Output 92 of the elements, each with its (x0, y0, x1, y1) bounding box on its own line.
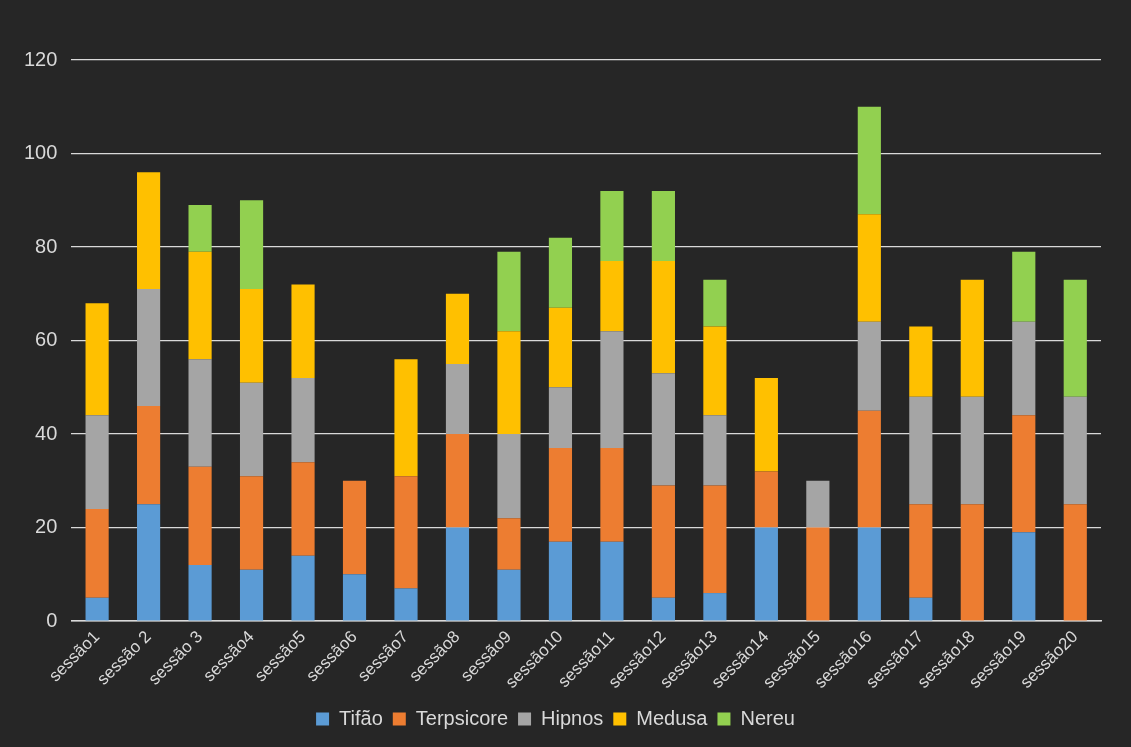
bar (600, 448, 624, 542)
bar (137, 172, 161, 290)
bar (1063, 504, 1087, 621)
bar (239, 569, 264, 621)
bar (857, 106, 881, 215)
y-tick-label: 100 (23, 141, 58, 164)
bar (600, 541, 624, 621)
bar (600, 190, 624, 262)
bar (703, 593, 727, 621)
bar (1012, 321, 1036, 416)
bar (497, 569, 521, 621)
bar (548, 237, 573, 308)
bar (445, 293, 470, 364)
bar (806, 480, 830, 528)
bar (497, 518, 521, 570)
bar (754, 377, 778, 472)
bar (188, 251, 212, 360)
legend-label: Hipnos (541, 706, 604, 729)
bar (548, 387, 573, 449)
bar (754, 527, 778, 621)
bar (137, 289, 161, 407)
bar (291, 462, 315, 556)
bar (137, 406, 161, 505)
bar (394, 588, 418, 621)
bar (909, 597, 933, 621)
bar (548, 307, 573, 388)
y-tick-label: 20 (35, 515, 58, 538)
bar (239, 382, 264, 477)
bar (342, 480, 367, 575)
bar (857, 410, 881, 528)
legend-label: Terpsicore (415, 706, 509, 729)
bar (703, 279, 727, 327)
bar (909, 396, 933, 505)
bar (1012, 415, 1036, 533)
bar (188, 204, 212, 252)
bar (1063, 396, 1087, 505)
y-tick-label: 0 (46, 608, 58, 631)
bar (960, 396, 984, 505)
bar (239, 476, 264, 570)
bar (239, 200, 264, 290)
bar (85, 415, 109, 509)
bar (703, 326, 727, 416)
bar (651, 373, 675, 486)
legend-label: Nereu (740, 706, 795, 729)
y-tick-label: 40 (35, 421, 58, 444)
bar (85, 508, 109, 598)
bar (806, 527, 830, 621)
y-tick-label: 80 (35, 234, 58, 257)
bar (394, 476, 418, 589)
bar (1012, 532, 1036, 621)
bar (445, 434, 470, 528)
bar (857, 214, 881, 322)
bar (188, 565, 212, 621)
bar (291, 377, 315, 463)
bar (342, 574, 367, 621)
bar (85, 303, 109, 416)
bar (445, 363, 470, 435)
bar (703, 415, 727, 486)
bar (497, 434, 521, 519)
bar (394, 359, 418, 477)
bar (909, 504, 933, 598)
bar (548, 448, 573, 542)
bar (548, 541, 573, 621)
legend-label: Medusa (636, 706, 709, 729)
bar (188, 466, 212, 566)
bar (188, 359, 212, 467)
bar (651, 190, 675, 262)
bar (600, 331, 624, 449)
bar (651, 485, 675, 598)
bar (239, 289, 264, 383)
bar (1063, 279, 1087, 397)
y-tick-label: 60 (35, 328, 58, 351)
bar (497, 331, 521, 435)
legend-label: Tifão (339, 706, 383, 729)
bar (1012, 251, 1036, 322)
bar (445, 527, 470, 621)
bar (651, 261, 675, 374)
y-tick-label: 120 (23, 47, 58, 70)
bar (85, 597, 109, 621)
bar (600, 261, 624, 332)
bar (754, 471, 778, 528)
bar (960, 504, 984, 621)
bar (497, 251, 521, 332)
bar (703, 485, 727, 594)
bar (960, 279, 984, 397)
bar (857, 321, 881, 411)
bar (857, 527, 881, 621)
bar (909, 326, 933, 397)
bar (137, 504, 161, 621)
bar (291, 284, 315, 378)
bar (291, 555, 315, 621)
bar (651, 597, 675, 621)
